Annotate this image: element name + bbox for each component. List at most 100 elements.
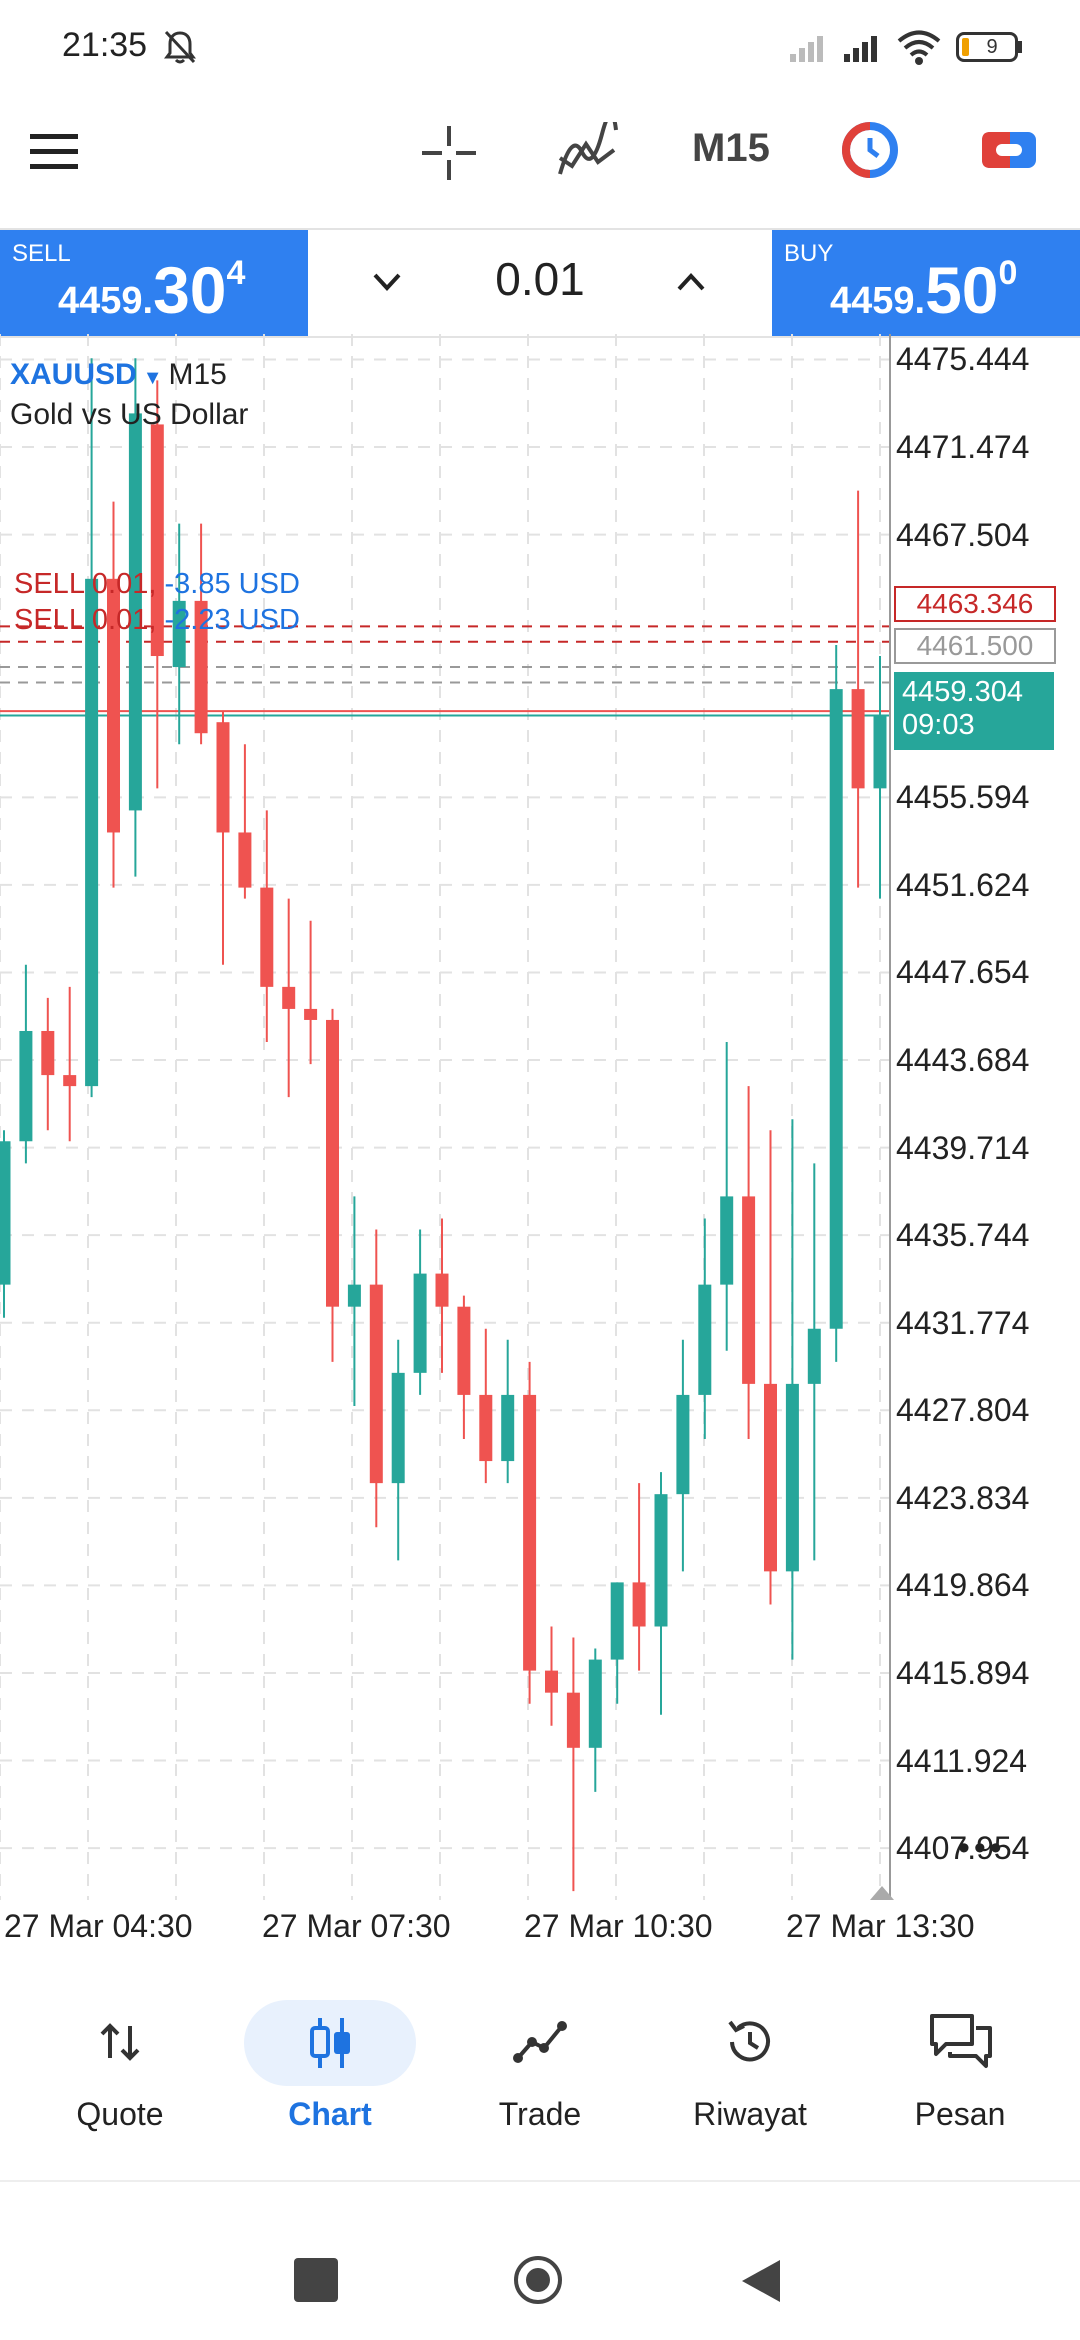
price-tick-label: 4467.504 <box>896 516 1030 553</box>
candle <box>785 1119 799 1660</box>
sell-price: 4459.304 <box>58 252 245 328</box>
status-time: 21:35 <box>62 26 148 64</box>
candle-body <box>566 1692 580 1748</box>
sell-button[interactable]: SELL 4459.304 <box>0 230 308 336</box>
candle-body <box>260 887 274 987</box>
candle <box>391 1339 405 1561</box>
nav-chart[interactable]: Chart <box>222 1960 438 2180</box>
position-2-profit: -2.23 USD <box>164 604 300 636</box>
sell-price-big: 30 <box>153 253 227 327</box>
lot-decrease-icon[interactable] <box>372 270 402 294</box>
candle-body <box>457 1306 471 1395</box>
status-bar: 21:35 9 <box>0 0 1080 96</box>
symbol-description: Gold vs US Dollar <box>10 398 249 431</box>
price-tick-label: 4419.864 <box>896 1567 1030 1604</box>
recents-icon[interactable] <box>294 2258 338 2302</box>
buy-price: 4459.500 <box>830 252 1017 328</box>
trade-toggle-icon[interactable] <box>980 130 1038 170</box>
nav-quote-label: Quote <box>76 2096 164 2132</box>
price-tick-label: 4471.474 <box>896 429 1030 466</box>
lot-size-field[interactable]: 0.01 <box>495 253 585 305</box>
indicators-icon[interactable] <box>556 122 618 184</box>
candle-body <box>435 1273 449 1307</box>
candle-body <box>698 1284 712 1395</box>
price-tick-label: 4435.744 <box>896 1217 1030 1254</box>
buy-price-prefix: 4459. <box>830 280 926 322</box>
one-click-trading-icon[interactable] <box>840 120 900 180</box>
price-tick-label: 4447.654 <box>896 954 1030 991</box>
candle <box>632 1483 646 1671</box>
candle <box>654 1472 668 1715</box>
buy-price-sup: 0 <box>998 254 1018 292</box>
candle-body <box>851 689 865 789</box>
nav-trade[interactable]: Trade <box>432 1960 648 2180</box>
candle <box>829 644 843 1362</box>
candle-body <box>873 715 887 789</box>
more-options-icon[interactable]: ••• <box>958 1829 1006 1867</box>
candle-body <box>588 1659 602 1748</box>
candle <box>873 656 887 899</box>
position-2-label: SELL 0.01, <box>14 604 157 636</box>
candle-body <box>523 1394 537 1671</box>
bottom-nav: Quote Chart Trade Riwayat Pesan <box>0 1960 1080 2182</box>
sell-level-marker: 4463.346 <box>894 586 1056 622</box>
nav-messages[interactable]: Pesan <box>852 1960 1068 2180</box>
candle <box>479 1328 493 1484</box>
position-line-2[interactable]: SELL 0.01, -2.23 USD <box>14 604 300 637</box>
nav-trade-label: Trade <box>498 2096 582 2132</box>
candle-body <box>413 1273 427 1373</box>
candle <box>326 1008 339 1362</box>
candle-body <box>654 1494 668 1627</box>
price-tick-label: 4443.684 <box>896 1042 1030 1078</box>
candle-body <box>238 832 252 888</box>
price-chart[interactable] <box>0 334 1080 1900</box>
candle <box>764 1130 777 1605</box>
home-icon[interactable] <box>514 2256 562 2304</box>
symbol-dropdown-icon: ▼ <box>142 367 163 389</box>
timeframe-selector[interactable]: M15 <box>692 126 770 170</box>
battery-level: 9 <box>986 36 998 58</box>
candle <box>435 1218 449 1373</box>
candle-body <box>41 1030 55 1076</box>
notifications-muted-icon <box>164 30 196 64</box>
candle <box>41 997 55 1131</box>
candle-body <box>107 578 120 833</box>
candle <box>742 1086 756 1440</box>
candle <box>588 1648 602 1792</box>
price-tick-label: 4431.774 <box>896 1304 1030 1341</box>
candle-body <box>545 1670 558 1693</box>
nav-quote[interactable]: Quote <box>12 1960 228 2180</box>
candle-body <box>829 689 843 1329</box>
back-icon[interactable] <box>736 2256 784 2306</box>
history-icon <box>728 2020 770 2062</box>
trade-line-icon <box>513 2021 567 2063</box>
sell-price-sup: 4 <box>226 254 246 292</box>
nav-history-label: Riwayat <box>693 2096 807 2132</box>
candle-body <box>347 1284 361 1307</box>
menu-icon[interactable] <box>28 132 80 172</box>
price-tick-label: 4475.444 <box>896 341 1030 378</box>
candle <box>107 501 120 888</box>
toolbar: M15 <box>0 96 1080 228</box>
trade-panel: SELL 4459.304 0.01 BUY 4459.500 <box>0 228 1080 338</box>
buy-button[interactable]: BUY 4459.500 <box>772 230 1080 336</box>
scroll-marker-icon[interactable] <box>870 1886 894 1900</box>
time-tick-3: 27 Mar 10:30 <box>524 1908 713 1944</box>
candle <box>457 1295 471 1440</box>
crosshair-icon[interactable] <box>420 124 478 182</box>
symbol-header[interactable]: XAUUSD ▼ M15 <box>10 358 227 392</box>
price-axis: 4475.444 4471.474 4467.504 4455.594 4451.624… <box>890 334 1080 1900</box>
candle-body <box>764 1383 777 1572</box>
position-1-label: SELL 0.01, <box>14 568 157 600</box>
lot-increase-icon[interactable] <box>676 270 706 294</box>
price-tick-label: 4407.954 <box>896 1830 1030 1867</box>
bar-countdown: 09:03 <box>902 709 975 741</box>
candle <box>369 1229 383 1528</box>
position-line-1[interactable]: SELL 0.01, -3.85 USD <box>14 568 300 601</box>
nav-history[interactable]: Riwayat <box>642 1960 858 2180</box>
symbol-timeframe: M15 <box>168 358 227 391</box>
candle-body <box>501 1394 515 1462</box>
candle-body <box>304 1008 318 1020</box>
price-tick-label: 4411.924 <box>896 1742 1028 1779</box>
candle <box>0 1130 11 1318</box>
